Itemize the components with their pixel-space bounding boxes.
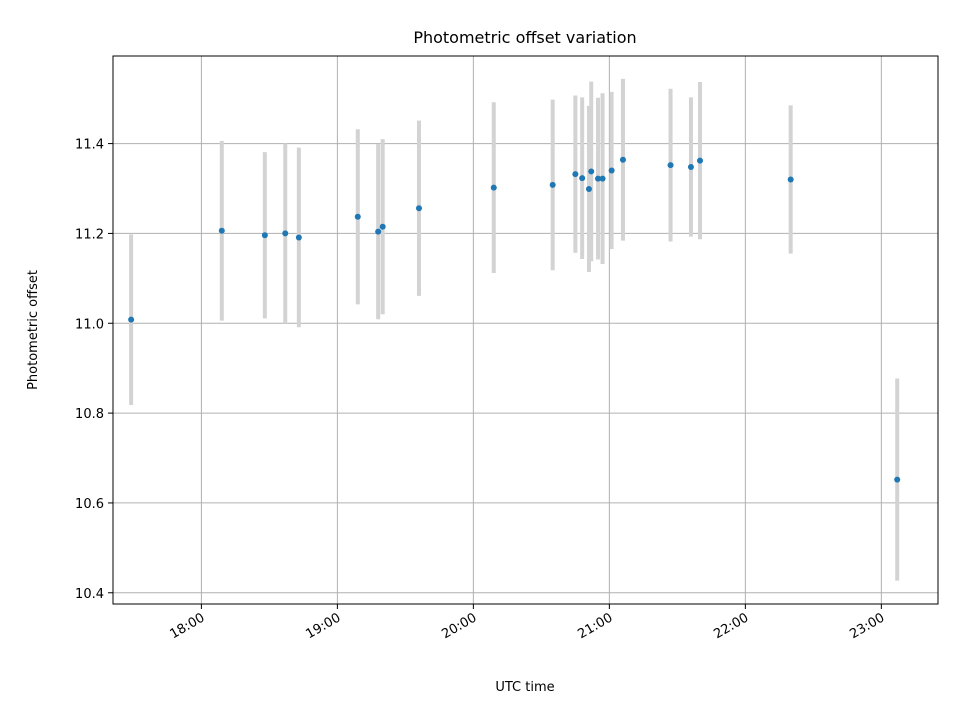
data-point bbox=[295, 234, 302, 241]
y-tick-label: 11.4 bbox=[75, 138, 104, 153]
data-point bbox=[894, 476, 901, 483]
data-point bbox=[585, 185, 592, 192]
y-tick-label: 10.6 bbox=[75, 497, 104, 512]
data-point bbox=[490, 184, 497, 191]
y-tick-label: 11.2 bbox=[75, 227, 104, 242]
data-point bbox=[261, 232, 268, 239]
data-points bbox=[128, 156, 901, 483]
y-tick-label: 11.0 bbox=[75, 317, 104, 332]
data-point bbox=[379, 223, 386, 230]
data-point bbox=[697, 157, 704, 164]
y-axis-label: Photometric offset bbox=[26, 270, 41, 390]
data-point bbox=[549, 181, 556, 188]
y-tick-label: 10.4 bbox=[75, 587, 104, 602]
data-point bbox=[588, 168, 595, 175]
data-point bbox=[572, 171, 579, 178]
plot-frame bbox=[112, 55, 939, 605]
data-point bbox=[354, 213, 361, 220]
data-point bbox=[608, 167, 615, 174]
data-point bbox=[599, 175, 606, 182]
chart-title: Photometric offset variation bbox=[413, 28, 636, 47]
data-point bbox=[619, 156, 626, 163]
data-point bbox=[375, 228, 382, 235]
data-point bbox=[579, 175, 586, 182]
data-point bbox=[787, 176, 794, 183]
x-axis-label: UTC time bbox=[495, 680, 554, 695]
grid bbox=[113, 56, 938, 604]
data-point bbox=[667, 162, 674, 169]
data-point bbox=[128, 316, 135, 323]
data-point bbox=[218, 227, 225, 234]
y-tick-label: 10.8 bbox=[75, 407, 104, 422]
data-point bbox=[282, 230, 289, 237]
data-point bbox=[415, 205, 422, 212]
data-point bbox=[595, 175, 602, 182]
data-point bbox=[687, 163, 694, 170]
